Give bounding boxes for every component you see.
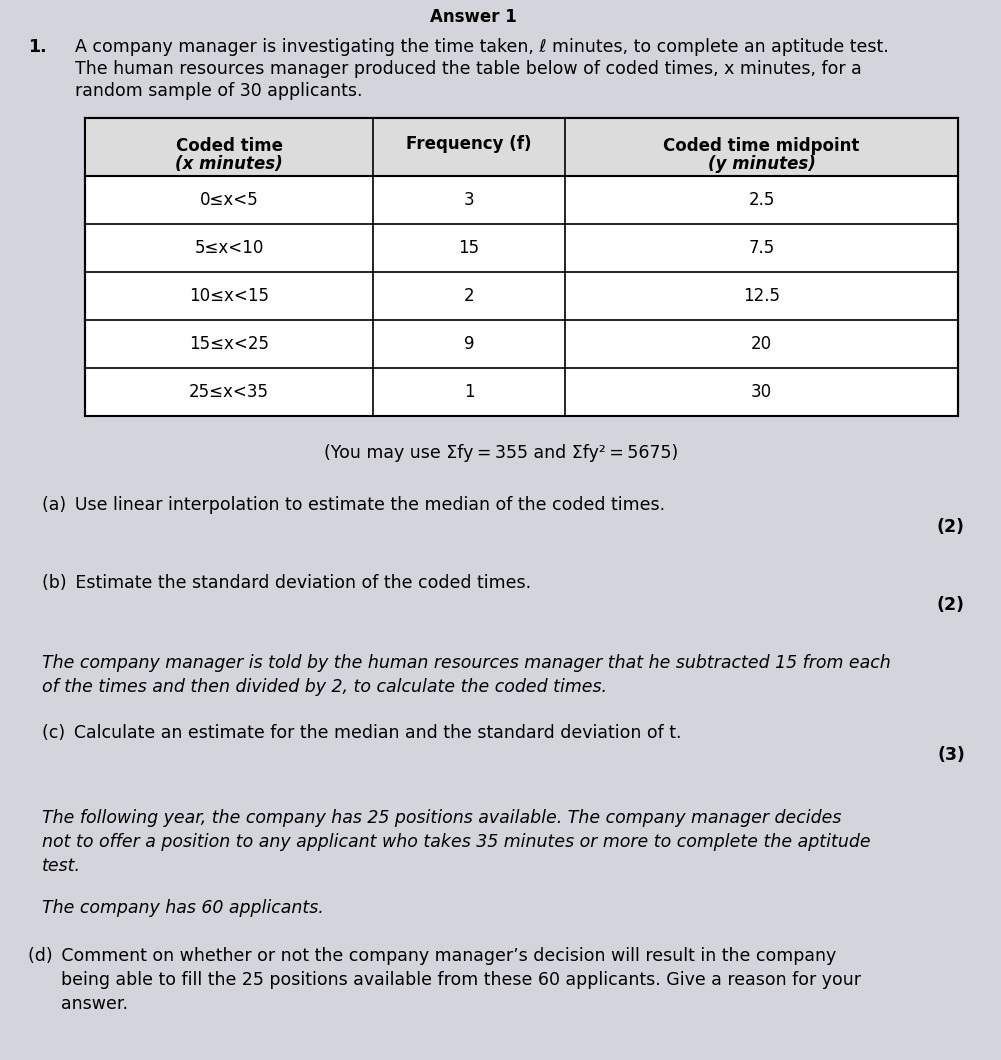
Text: random sample of 30 applicants.: random sample of 30 applicants.	[75, 82, 362, 100]
Text: Coded time: Coded time	[175, 137, 282, 155]
Text: of the times and then divided by 2, to calculate the coded times.: of the times and then divided by 2, to c…	[42, 678, 607, 696]
Text: test.: test.	[42, 856, 81, 874]
Text: Frequency (f): Frequency (f)	[406, 135, 532, 153]
Text: 1.: 1.	[28, 38, 47, 56]
Text: (x minutes): (x minutes)	[175, 155, 283, 173]
Text: (c) Calculate an estimate for the median and the standard deviation of t.: (c) Calculate an estimate for the median…	[42, 724, 682, 742]
Text: 20: 20	[751, 335, 772, 353]
Text: (d) Comment on whether or not the company manager’s decision will result in the : (d) Comment on whether or not the compan…	[28, 947, 836, 965]
Text: being able to fill the 25 positions available from these 60 applicants. Give a r: being able to fill the 25 positions avai…	[28, 971, 861, 989]
Text: 25≤x<35: 25≤x<35	[189, 383, 269, 401]
Text: (a) Use linear interpolation to estimate the median of the coded times.: (a) Use linear interpolation to estimate…	[42, 496, 665, 514]
Text: 2.5: 2.5	[749, 191, 775, 209]
Text: 5≤x<10: 5≤x<10	[194, 238, 263, 257]
Text: (You may use Σfy = 355 and Σfy² = 5675): (You may use Σfy = 355 and Σfy² = 5675)	[324, 444, 678, 462]
Text: 1: 1	[463, 383, 474, 401]
Text: answer.: answer.	[28, 995, 128, 1013]
Text: 30: 30	[751, 383, 772, 401]
Text: 12.5: 12.5	[743, 287, 780, 305]
Text: Answer 1: Answer 1	[430, 8, 517, 26]
Text: 15≤x<25: 15≤x<25	[189, 335, 269, 353]
Text: (3): (3)	[937, 746, 965, 764]
Text: The company has 60 applicants.: The company has 60 applicants.	[42, 899, 323, 917]
Text: (b) Estimate the standard deviation of the coded times.: (b) Estimate the standard deviation of t…	[42, 575, 532, 591]
Text: (2): (2)	[937, 518, 965, 536]
Text: The human resources manager produced the table below of coded times, x minutes, : The human resources manager produced the…	[75, 60, 862, 78]
Text: not to offer a position to any applicant who takes 35 minutes or more to complet: not to offer a position to any applicant…	[42, 833, 871, 851]
Text: 10≤x<15: 10≤x<15	[189, 287, 269, 305]
Text: 0≤x<5: 0≤x<5	[199, 191, 258, 209]
Text: 7.5: 7.5	[749, 238, 775, 257]
FancyBboxPatch shape	[85, 118, 958, 176]
FancyBboxPatch shape	[85, 118, 958, 416]
Text: 3: 3	[463, 191, 474, 209]
Text: 15: 15	[458, 238, 479, 257]
Text: The company manager is told by the human resources manager that he subtracted 15: The company manager is told by the human…	[42, 654, 891, 672]
Text: The following year, the company has 25 positions available. The company manager : The following year, the company has 25 p…	[42, 809, 842, 827]
Text: 9: 9	[463, 335, 474, 353]
Text: A company manager is investigating the time taken, ℓ minutes, to complete an apt: A company manager is investigating the t…	[75, 38, 889, 56]
Text: 2: 2	[463, 287, 474, 305]
Text: Coded time midpoint: Coded time midpoint	[664, 137, 860, 155]
Text: (2): (2)	[937, 596, 965, 614]
Text: (y minutes): (y minutes)	[708, 155, 816, 173]
